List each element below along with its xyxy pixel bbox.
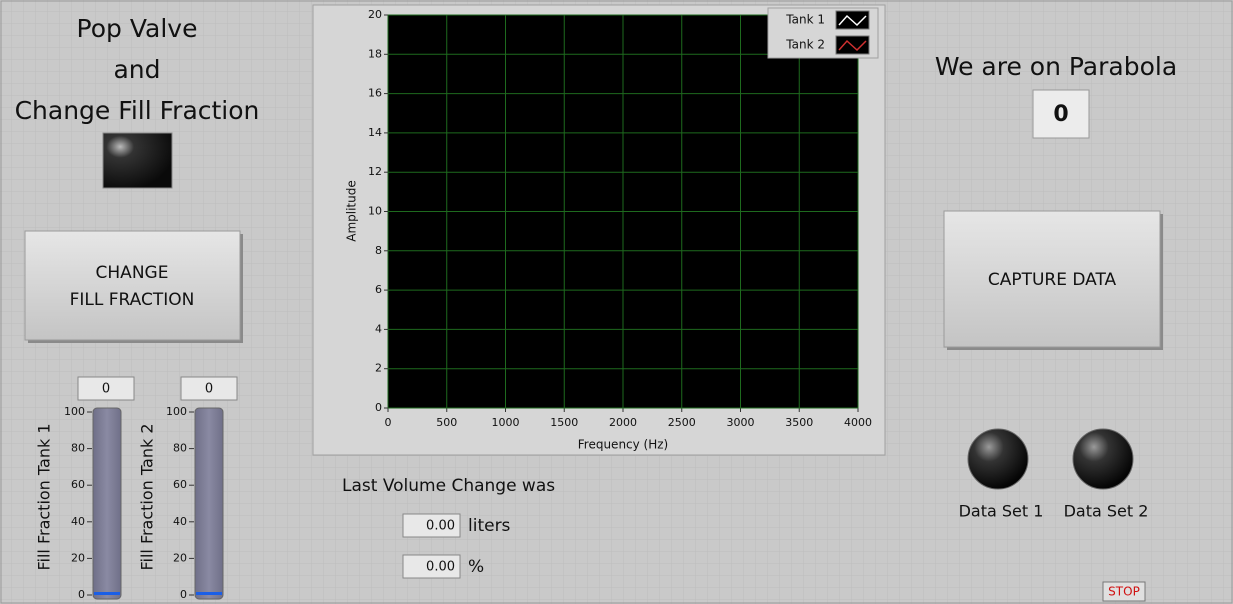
stop-button[interactable]: STOP <box>1102 581 1146 602</box>
y-tick-label: 8 <box>375 244 382 257</box>
data-set-led <box>967 428 1029 490</box>
legend-label: Tank 2 <box>785 38 825 52</box>
tank-tick-label: 100 <box>64 405 85 418</box>
tank-tick-label: 40 <box>71 515 85 528</box>
y-tick-label: 0 <box>375 401 382 414</box>
x-tick-label: 1000 <box>492 416 520 429</box>
button-label[interactable]: CAPTURE DATA <box>988 270 1117 290</box>
title-line: Change Fill Fraction <box>15 96 260 125</box>
y-tick-label: 18 <box>368 47 382 60</box>
button-face[interactable] <box>24 230 241 341</box>
data-set-led <box>1072 428 1134 490</box>
tank-tick-label: 80 <box>71 442 85 455</box>
x-tick-label: 2500 <box>668 416 696 429</box>
tank-tick-label: 20 <box>71 551 85 564</box>
tank-label: Fill Fraction Tank 2 <box>138 423 157 570</box>
y-tick-label: 16 <box>368 87 382 100</box>
parabola-value: 0 <box>1053 102 1068 127</box>
x-tick-label: 3000 <box>727 416 755 429</box>
volume-value: 0.00 <box>426 560 455 575</box>
data-set-label: Data Set 1 <box>959 502 1044 521</box>
volume-label: Last Volume Change was <box>342 476 555 496</box>
graph: 0 500 1000 1500 2000 2500 3000 3500 4000 0 2 4 6 8 10 1… <box>312 4 886 456</box>
y-tick-label: 2 <box>375 362 382 375</box>
y-tick-label: 6 <box>375 283 382 296</box>
value-box <box>402 513 461 538</box>
tank-body <box>92 407 122 600</box>
tank-tick-label: 60 <box>173 478 187 491</box>
pop-valve-led <box>102 132 173 189</box>
title-line: Pop Valve <box>77 14 198 43</box>
legend-line <box>838 14 867 27</box>
y-tick-label: 14 <box>368 126 382 139</box>
legend-label: Tank 1 <box>785 13 825 27</box>
y-tick-label: 10 <box>368 205 382 218</box>
x-tick-label: 1500 <box>550 416 578 429</box>
value-box <box>180 376 238 401</box>
tank-fill <box>196 592 222 595</box>
data-set-1: Data Set 1 <box>959 428 1044 521</box>
tank-1: 0 Fill Fraction Tank 1 0 20 40 60 80 100 <box>35 376 135 601</box>
capture-data-button[interactable]: CAPTURE DATA <box>943 210 1163 350</box>
volume-readout: Last Volume Change was 0.00 liters 0.00% <box>342 476 555 579</box>
volume-unit: % <box>468 557 484 577</box>
x-axis-label: Frequency (Hz) <box>578 438 669 452</box>
tank-tick-label: 60 <box>71 478 85 491</box>
value-box <box>1032 89 1090 139</box>
value-box <box>77 376 135 401</box>
tank-tick-label: 100 <box>166 405 187 418</box>
tank-tick-label: 80 <box>173 442 187 455</box>
tank-label: Fill Fraction Tank 1 <box>35 423 54 570</box>
tank-value: 0 <box>102 382 110 397</box>
x-tick-label: 2000 <box>609 416 637 429</box>
change-fill-button[interactable]: CHANGE FILL FRACTION <box>24 230 243 343</box>
tank-tick-label: 40 <box>173 515 187 528</box>
legend: Tank 1 Tank 2 <box>767 7 879 59</box>
tank-body <box>194 407 224 600</box>
x-tick-label: 4000 <box>844 416 872 429</box>
tank-value: 0 <box>205 382 213 397</box>
tank-fill <box>94 592 120 595</box>
y-tick-label: 20 <box>368 8 382 21</box>
tank-tick-label: 20 <box>173 551 187 564</box>
tank-tick-label: 0 <box>180 588 187 601</box>
data-set-2: Data Set 2 <box>1064 428 1149 521</box>
button-face[interactable] <box>943 210 1161 348</box>
volume-unit: liters <box>468 516 511 536</box>
button-face[interactable] <box>1102 581 1146 602</box>
tank-2: 0 Fill Fraction Tank 2 0 20 40 60 80 100 <box>138 376 238 601</box>
y-axis-label: Amplitude <box>345 180 359 242</box>
value-box <box>402 554 461 579</box>
parabola-indicator: We are on Parabola 0 <box>935 52 1177 139</box>
y-tick-label: 4 <box>375 322 382 335</box>
button-label[interactable]: FILL FRACTION <box>70 290 195 310</box>
x-tick-label: 3500 <box>785 416 813 429</box>
y-tick-label: 12 <box>368 165 382 178</box>
parabola-label: We are on Parabola <box>935 52 1177 81</box>
tank-tick-label: 0 <box>78 588 85 601</box>
button-label[interactable]: CHANGE <box>96 263 169 283</box>
title-line: and <box>113 55 160 84</box>
x-tick-label: 500 <box>436 416 457 429</box>
button-label[interactable]: STOP <box>1108 585 1140 599</box>
data-set-label: Data Set 2 <box>1064 502 1149 521</box>
x-tick-label: 0 <box>385 416 392 429</box>
volume-value: 0.00 <box>426 519 455 534</box>
legend-line <box>838 39 867 52</box>
